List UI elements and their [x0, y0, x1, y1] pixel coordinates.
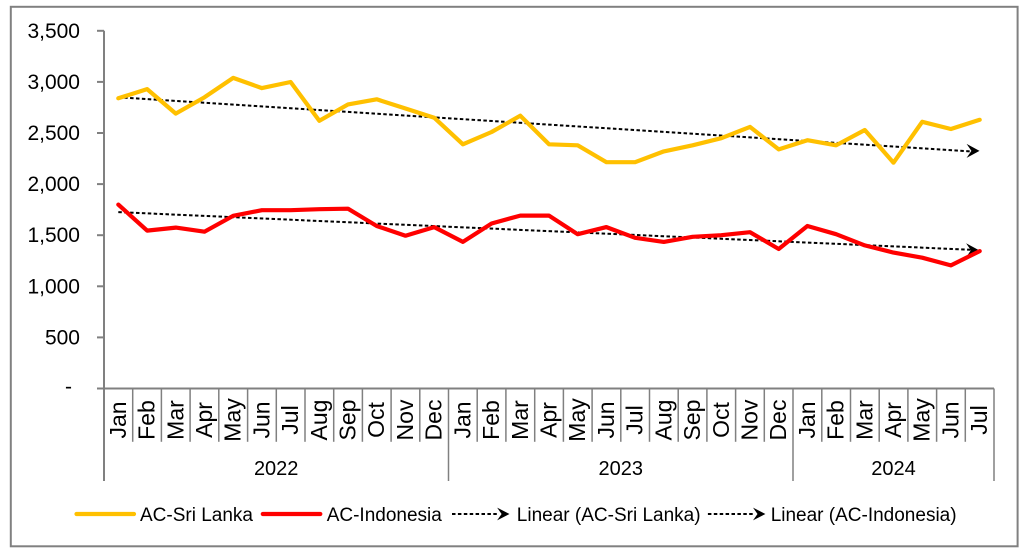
- svg-text:2023: 2023: [599, 458, 644, 480]
- svg-text:Apr: Apr: [880, 402, 906, 438]
- svg-text:Sep: Sep: [335, 400, 361, 441]
- svg-text:2,000: 2,000: [27, 173, 80, 196]
- svg-text:May: May: [909, 398, 935, 442]
- svg-text:Apr: Apr: [191, 402, 217, 438]
- svg-text:Jan: Jan: [449, 401, 475, 438]
- svg-text:Jul: Jul: [966, 405, 992, 434]
- svg-text:May: May: [220, 398, 246, 442]
- svg-text:Nov: Nov: [737, 399, 763, 440]
- svg-text:3,000: 3,000: [27, 71, 80, 94]
- svg-text:2022: 2022: [254, 458, 299, 480]
- svg-text:Jul: Jul: [277, 405, 303, 434]
- svg-text:Nov: Nov: [392, 399, 418, 440]
- svg-text:Jan: Jan: [794, 401, 820, 438]
- svg-text:Jun: Jun: [937, 401, 963, 438]
- svg-text:May: May: [564, 398, 590, 442]
- svg-text:Linear (AC-Indonesia): Linear (AC-Indonesia): [771, 505, 957, 526]
- svg-text:Aug: Aug: [650, 400, 676, 441]
- svg-text:Jul: Jul: [622, 405, 648, 434]
- svg-text:AC-Sri Lanka: AC-Sri Lanka: [140, 505, 253, 526]
- svg-text:Oct: Oct: [708, 402, 734, 438]
- svg-text:Mar: Mar: [851, 400, 877, 440]
- svg-text:500: 500: [45, 326, 80, 349]
- svg-text:1,500: 1,500: [27, 224, 80, 247]
- svg-text:Dec: Dec: [765, 400, 791, 441]
- svg-text:2024: 2024: [871, 458, 916, 480]
- svg-text:Feb: Feb: [134, 400, 160, 440]
- svg-text:2,500: 2,500: [27, 122, 80, 145]
- svg-text:Feb: Feb: [823, 400, 849, 440]
- svg-text:Oct: Oct: [363, 402, 389, 438]
- svg-text:Aug: Aug: [306, 400, 332, 441]
- svg-text:Jun: Jun: [593, 401, 619, 438]
- svg-text:Jan: Jan: [105, 401, 131, 438]
- svg-text:Apr: Apr: [536, 402, 562, 438]
- svg-text:1,000: 1,000: [27, 275, 80, 298]
- svg-text:Feb: Feb: [478, 400, 504, 440]
- svg-text:Sep: Sep: [679, 400, 705, 441]
- svg-text:Mar: Mar: [162, 400, 188, 440]
- svg-text:AC-Indonesia: AC-Indonesia: [327, 505, 443, 526]
- svg-text:Jun: Jun: [248, 401, 274, 438]
- svg-text:Mar: Mar: [507, 400, 533, 440]
- svg-text:Linear (AC-Sri Lanka): Linear (AC-Sri Lanka): [517, 505, 701, 526]
- svg-text:-: -: [65, 376, 72, 399]
- svg-text:3,500: 3,500: [27, 20, 80, 43]
- svg-text:Dec: Dec: [421, 400, 447, 441]
